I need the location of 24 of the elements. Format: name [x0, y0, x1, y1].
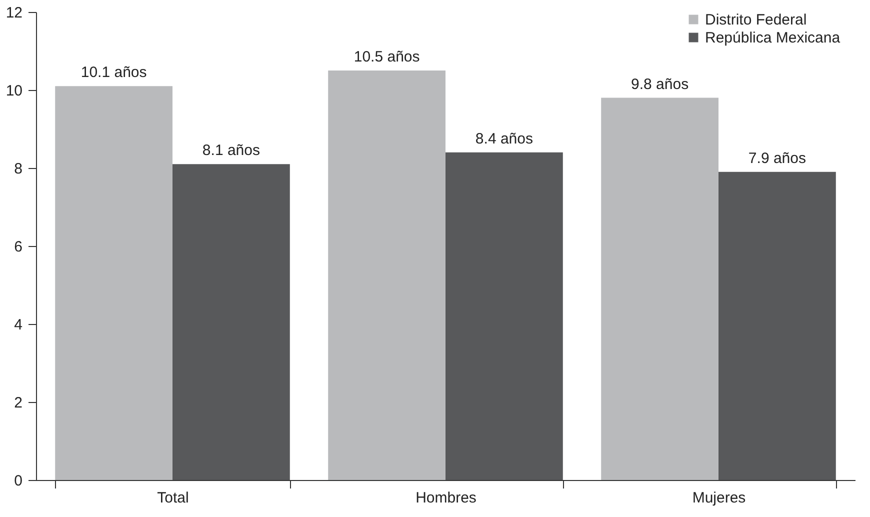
data-label: 9.8 años [631, 76, 689, 93]
bar [328, 70, 446, 480]
x-tick-label: Mujeres [692, 490, 746, 506]
x-tick-label: Total [157, 490, 189, 506]
y-tick-label: 2 [14, 394, 22, 412]
y-tick-label: 10 [6, 82, 22, 100]
data-label: 10.5 años [354, 48, 420, 66]
bar [172, 164, 290, 480]
x-tick-label: Hombres [416, 490, 476, 506]
bar [446, 152, 563, 480]
data-label: 8.1 años [202, 142, 260, 160]
legend-label: Distrito Federal [705, 12, 807, 28]
y-tick-label: 4 [14, 316, 22, 334]
data-label: 8.4 años [475, 130, 533, 148]
legend-label: República Mexicana [705, 30, 841, 46]
y-tick-label: 0 [14, 472, 22, 490]
y-tick-label: 8 [14, 160, 22, 178]
data-label: 10.1 años [80, 64, 147, 82]
bar [718, 172, 836, 480]
y-tick-label: 12 [6, 4, 22, 22]
data-label: 7.9 años [748, 150, 806, 167]
bar [55, 86, 172, 480]
bar [601, 98, 718, 480]
y-tick-label: 6 [14, 238, 22, 256]
